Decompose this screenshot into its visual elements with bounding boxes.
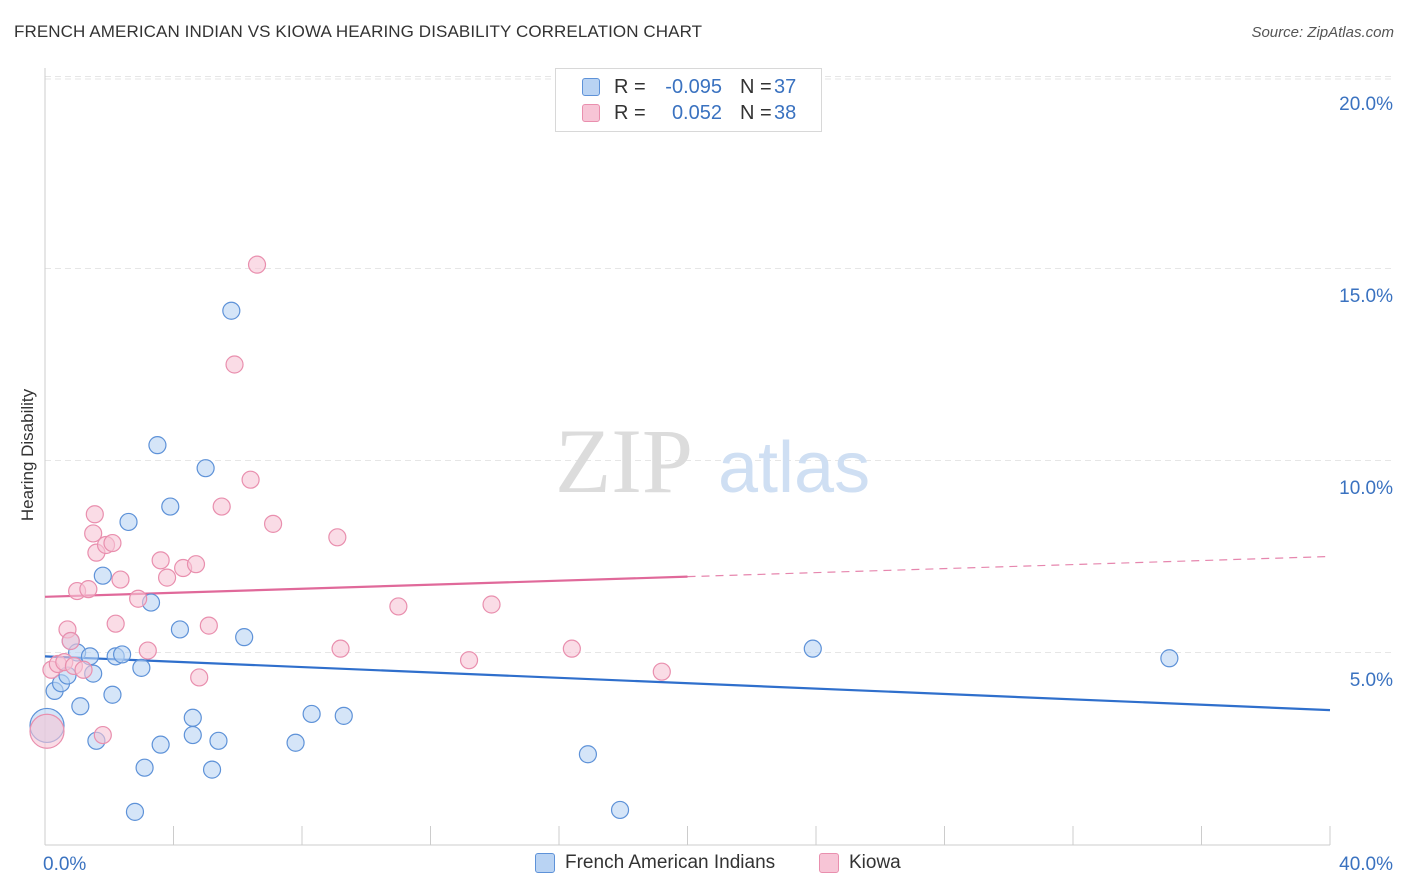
data-point-kiowa [61, 631, 80, 651]
y-tick-label: 5.0% [1350, 670, 1393, 691]
data-point-kiowa [331, 639, 350, 658]
data-point-french-american-indians [148, 436, 167, 455]
data-point-french-american-indians [132, 658, 151, 677]
data-point-kiowa [389, 597, 408, 616]
legend-r-value: -0.095 [665, 75, 722, 98]
x-tick-label-min: 0.0% [43, 854, 86, 875]
bottom-legend-swatch-blue [535, 853, 555, 873]
legend-n-value: 37 [774, 75, 797, 98]
data-point-kiowa [106, 614, 125, 633]
data-point-french-american-indians [161, 497, 180, 516]
data-point-kiowa [241, 470, 260, 489]
data-point-french-american-indians [151, 735, 170, 754]
data-point-french-american-indians [209, 731, 228, 750]
watermark-zip: ZIP [555, 410, 693, 512]
data-point-kiowa [562, 639, 581, 658]
data-point-kiowa [138, 641, 157, 660]
data-point-kiowa [225, 355, 244, 374]
data-point-french-american-indians [93, 566, 112, 585]
data-point-kiowa [79, 580, 98, 599]
y-tick-label: 15.0% [1339, 286, 1393, 307]
tick-labels: 5.0% 10.0% 15.0% 20.0% 0.0% 40.0% [43, 94, 1393, 875]
legend-n-label: N = [740, 75, 772, 98]
chart-title: FRENCH AMERICAN INDIAN VS KIOWA HEARING … [14, 22, 703, 41]
data-point-kiowa [652, 662, 671, 681]
data-point-kiowa [85, 505, 104, 524]
data-point-kiowa [111, 570, 130, 589]
data-point-kiowa [157, 568, 177, 587]
data-point-french-american-indians [103, 685, 122, 704]
data-point-kiowa [84, 524, 103, 543]
data-point-french-american-indians [170, 620, 190, 639]
data-point-french-american-indians [1160, 649, 1179, 668]
legend-r-label: R = [614, 101, 646, 124]
data-point-french-american-indians [302, 704, 321, 724]
data-point-kiowa [247, 255, 267, 274]
data-points [29, 255, 1179, 821]
data-point-kiowa [328, 528, 347, 547]
watermark-atlas: atlas [718, 428, 870, 508]
legend-n-value: 38 [774, 101, 797, 124]
x-tick-label-max: 40.0% [1339, 854, 1393, 875]
data-point-french-american-indians [334, 706, 353, 725]
trend-line-1 [44, 655, 1331, 712]
stats-legend: R = -0.095 N = 37 R = 0.052 N = 38 [555, 68, 822, 132]
bottom-legend-kiowa: Kiowa [819, 852, 901, 874]
bottom-legend-label: Kiowa [849, 852, 901, 873]
y-tick-label: 20.0% [1339, 94, 1393, 115]
data-point-kiowa [199, 616, 218, 635]
data-point-french-american-indians [803, 639, 822, 658]
trend-line-2-projection [687, 555, 1331, 578]
legend-swatch-pink [582, 104, 600, 122]
data-point-kiowa [190, 668, 209, 687]
bottom-legend-swatch-pink [819, 853, 839, 873]
trend-line-2 [44, 575, 688, 598]
data-point-kiowa [482, 595, 501, 614]
data-point-kiowa [74, 660, 93, 679]
data-point-kiowa [212, 497, 231, 516]
source-label: Source: ZipAtlas.com [1251, 24, 1394, 41]
y-tick-label: 10.0% [1339, 478, 1393, 499]
data-point-kiowa [129, 589, 148, 608]
grid-lines [45, 76, 1393, 653]
legend-row-french-american-indians: R = -0.095 N = 37 [582, 75, 796, 99]
data-point-french-american-indians [222, 301, 241, 320]
data-point-french-american-indians [578, 745, 598, 764]
data-point-french-american-indians [125, 802, 145, 821]
data-point-french-american-indians [112, 645, 132, 664]
data-point-french-american-indians [183, 708, 202, 727]
data-point-kiowa [151, 551, 170, 570]
watermark: ZIP atlas [555, 410, 870, 512]
data-point-kiowa [459, 651, 479, 670]
trend-lines [44, 555, 1331, 712]
data-point-french-american-indians [235, 628, 254, 647]
legend-n-label: N = [740, 101, 772, 124]
data-point-kiowa [93, 725, 112, 745]
legend-r-label: R = [614, 75, 646, 98]
data-point-kiowa [263, 514, 283, 533]
legend-row-kiowa: R = 0.052 N = 38 [582, 101, 796, 125]
bottom-legend-label: French American Indians [565, 852, 776, 873]
data-point-french-american-indians [71, 697, 90, 716]
data-point-french-american-indians [119, 512, 138, 532]
data-point-french-american-indians [183, 725, 202, 745]
legend-swatch-blue [582, 78, 600, 96]
data-point-french-american-indians [196, 459, 215, 478]
legend-r-value: 0.052 [671, 101, 722, 124]
data-point-kiowa [103, 533, 122, 553]
y-axis-label: Hearing Disability [18, 388, 37, 522]
data-point-french-american-indians [610, 800, 630, 820]
data-point-kiowa [186, 555, 206, 574]
data-point-french-american-indians [135, 758, 154, 777]
data-point-french-american-indians [286, 733, 305, 752]
data-point-kiowa [29, 713, 65, 749]
data-point-french-american-indians [202, 760, 222, 779]
bottom-legend-french-american-indians: French American Indians [535, 852, 775, 874]
